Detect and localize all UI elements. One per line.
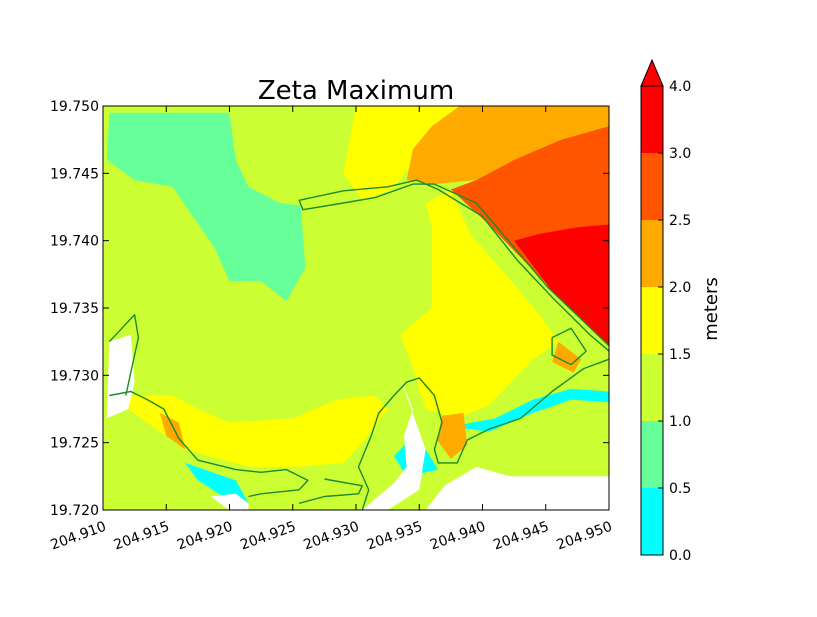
x-tick-label: 204.945 <box>491 519 551 554</box>
region-2.0-2.5-3 <box>406 106 609 185</box>
colorbar-extend-arrow <box>640 58 664 87</box>
y-tick-label: 19.725 <box>50 436 99 452</box>
x-tick-label: 204.910 <box>48 519 108 554</box>
y-tick-label: 19.750 <box>50 99 99 115</box>
region-2.0-2.5-12 <box>552 341 582 373</box>
colorbar-ticks: 0.0 0.5 1.0 1.5 2.0 2.5 3.0 4.0 <box>658 79 691 564</box>
colorbar-swatch-0 <box>641 488 663 555</box>
plot-area: 204.910 204.915 204.920 204.925 204.930 204.9… <box>48 99 614 554</box>
coastline-2 <box>109 390 309 498</box>
region-3.0-4.0-5 <box>514 224 609 346</box>
region-0.5-1.0-0 <box>106 112 306 302</box>
region-1.5-2.0-6 <box>400 189 559 419</box>
coastline-6 <box>298 478 363 504</box>
colorbar-swatches <box>640 58 664 556</box>
colorbar-swatch-2 <box>641 354 663 421</box>
region-1.5-2.0-7 <box>109 395 388 467</box>
land-area-0 <box>106 334 135 419</box>
coastline-5 <box>551 327 587 366</box>
coastlines <box>108 179 609 510</box>
y-tick-label: 19.745 <box>50 166 99 182</box>
contour-regions <box>106 106 609 504</box>
colorbar-swatch-4 <box>641 220 663 287</box>
coastline-0 <box>298 183 609 347</box>
x-tick-label: 204.950 <box>554 519 614 554</box>
colorbar-tick-label: 2.5 <box>669 213 691 229</box>
colorbar: 0.0 0.5 1.0 1.5 2.0 2.5 3.0 4.0 meters <box>640 58 722 564</box>
region-2.0-2.5-13 <box>159 413 186 450</box>
colorbar-tick-label: 1.5 <box>669 347 691 363</box>
land-area-1 <box>210 493 249 510</box>
land-area-3 <box>425 466 609 510</box>
y-axis: 19.750 19.745 19.740 19.735 19.730 19.725 19.7… <box>50 99 609 519</box>
y-tick-label: 19.735 <box>50 301 99 317</box>
region-1.0-1.5-1 <box>229 112 356 207</box>
colorbar-tick-label: 0.0 <box>669 548 691 564</box>
colorbar-tick-label: 1.0 <box>669 414 691 430</box>
colorbar-label: meters <box>701 277 722 341</box>
colorbar-swatch-3 <box>641 287 663 354</box>
x-tick-label: 204.925 <box>238 519 298 554</box>
x-tick-label: 204.920 <box>175 519 235 554</box>
region-2.0-2.5-11 <box>437 413 468 459</box>
x-tick-label: 204.940 <box>428 519 488 554</box>
coastline-1 <box>298 179 609 352</box>
colorbar-swatch-6 <box>641 86 663 153</box>
coastline-3 <box>108 314 140 396</box>
y-tick-label: 19.730 <box>50 368 99 384</box>
x-tick-label: 204.930 <box>301 519 361 554</box>
coastline-4 <box>357 358 609 510</box>
y-tick-label: 19.720 <box>50 503 99 519</box>
colorbar-tick-label: 0.5 <box>669 481 691 497</box>
land-mask <box>106 334 609 510</box>
colorbar-tick-label: 2.0 <box>669 280 691 296</box>
x-tick-label: 204.915 <box>112 519 172 554</box>
y-tick-label: 19.740 <box>50 234 99 250</box>
colorbar-swatch-5 <box>641 153 663 220</box>
colorbar-tick-label: 4.0 <box>669 79 691 95</box>
colorbar-tick-label: 3.0 <box>669 146 691 162</box>
x-tick-label: 204.935 <box>365 519 425 554</box>
colorbar-swatch-1 <box>641 421 663 488</box>
region-0.0-0.5-8 <box>185 462 249 504</box>
land-area-2 <box>362 378 426 510</box>
chart-title: Zeta Maximum <box>258 76 454 106</box>
